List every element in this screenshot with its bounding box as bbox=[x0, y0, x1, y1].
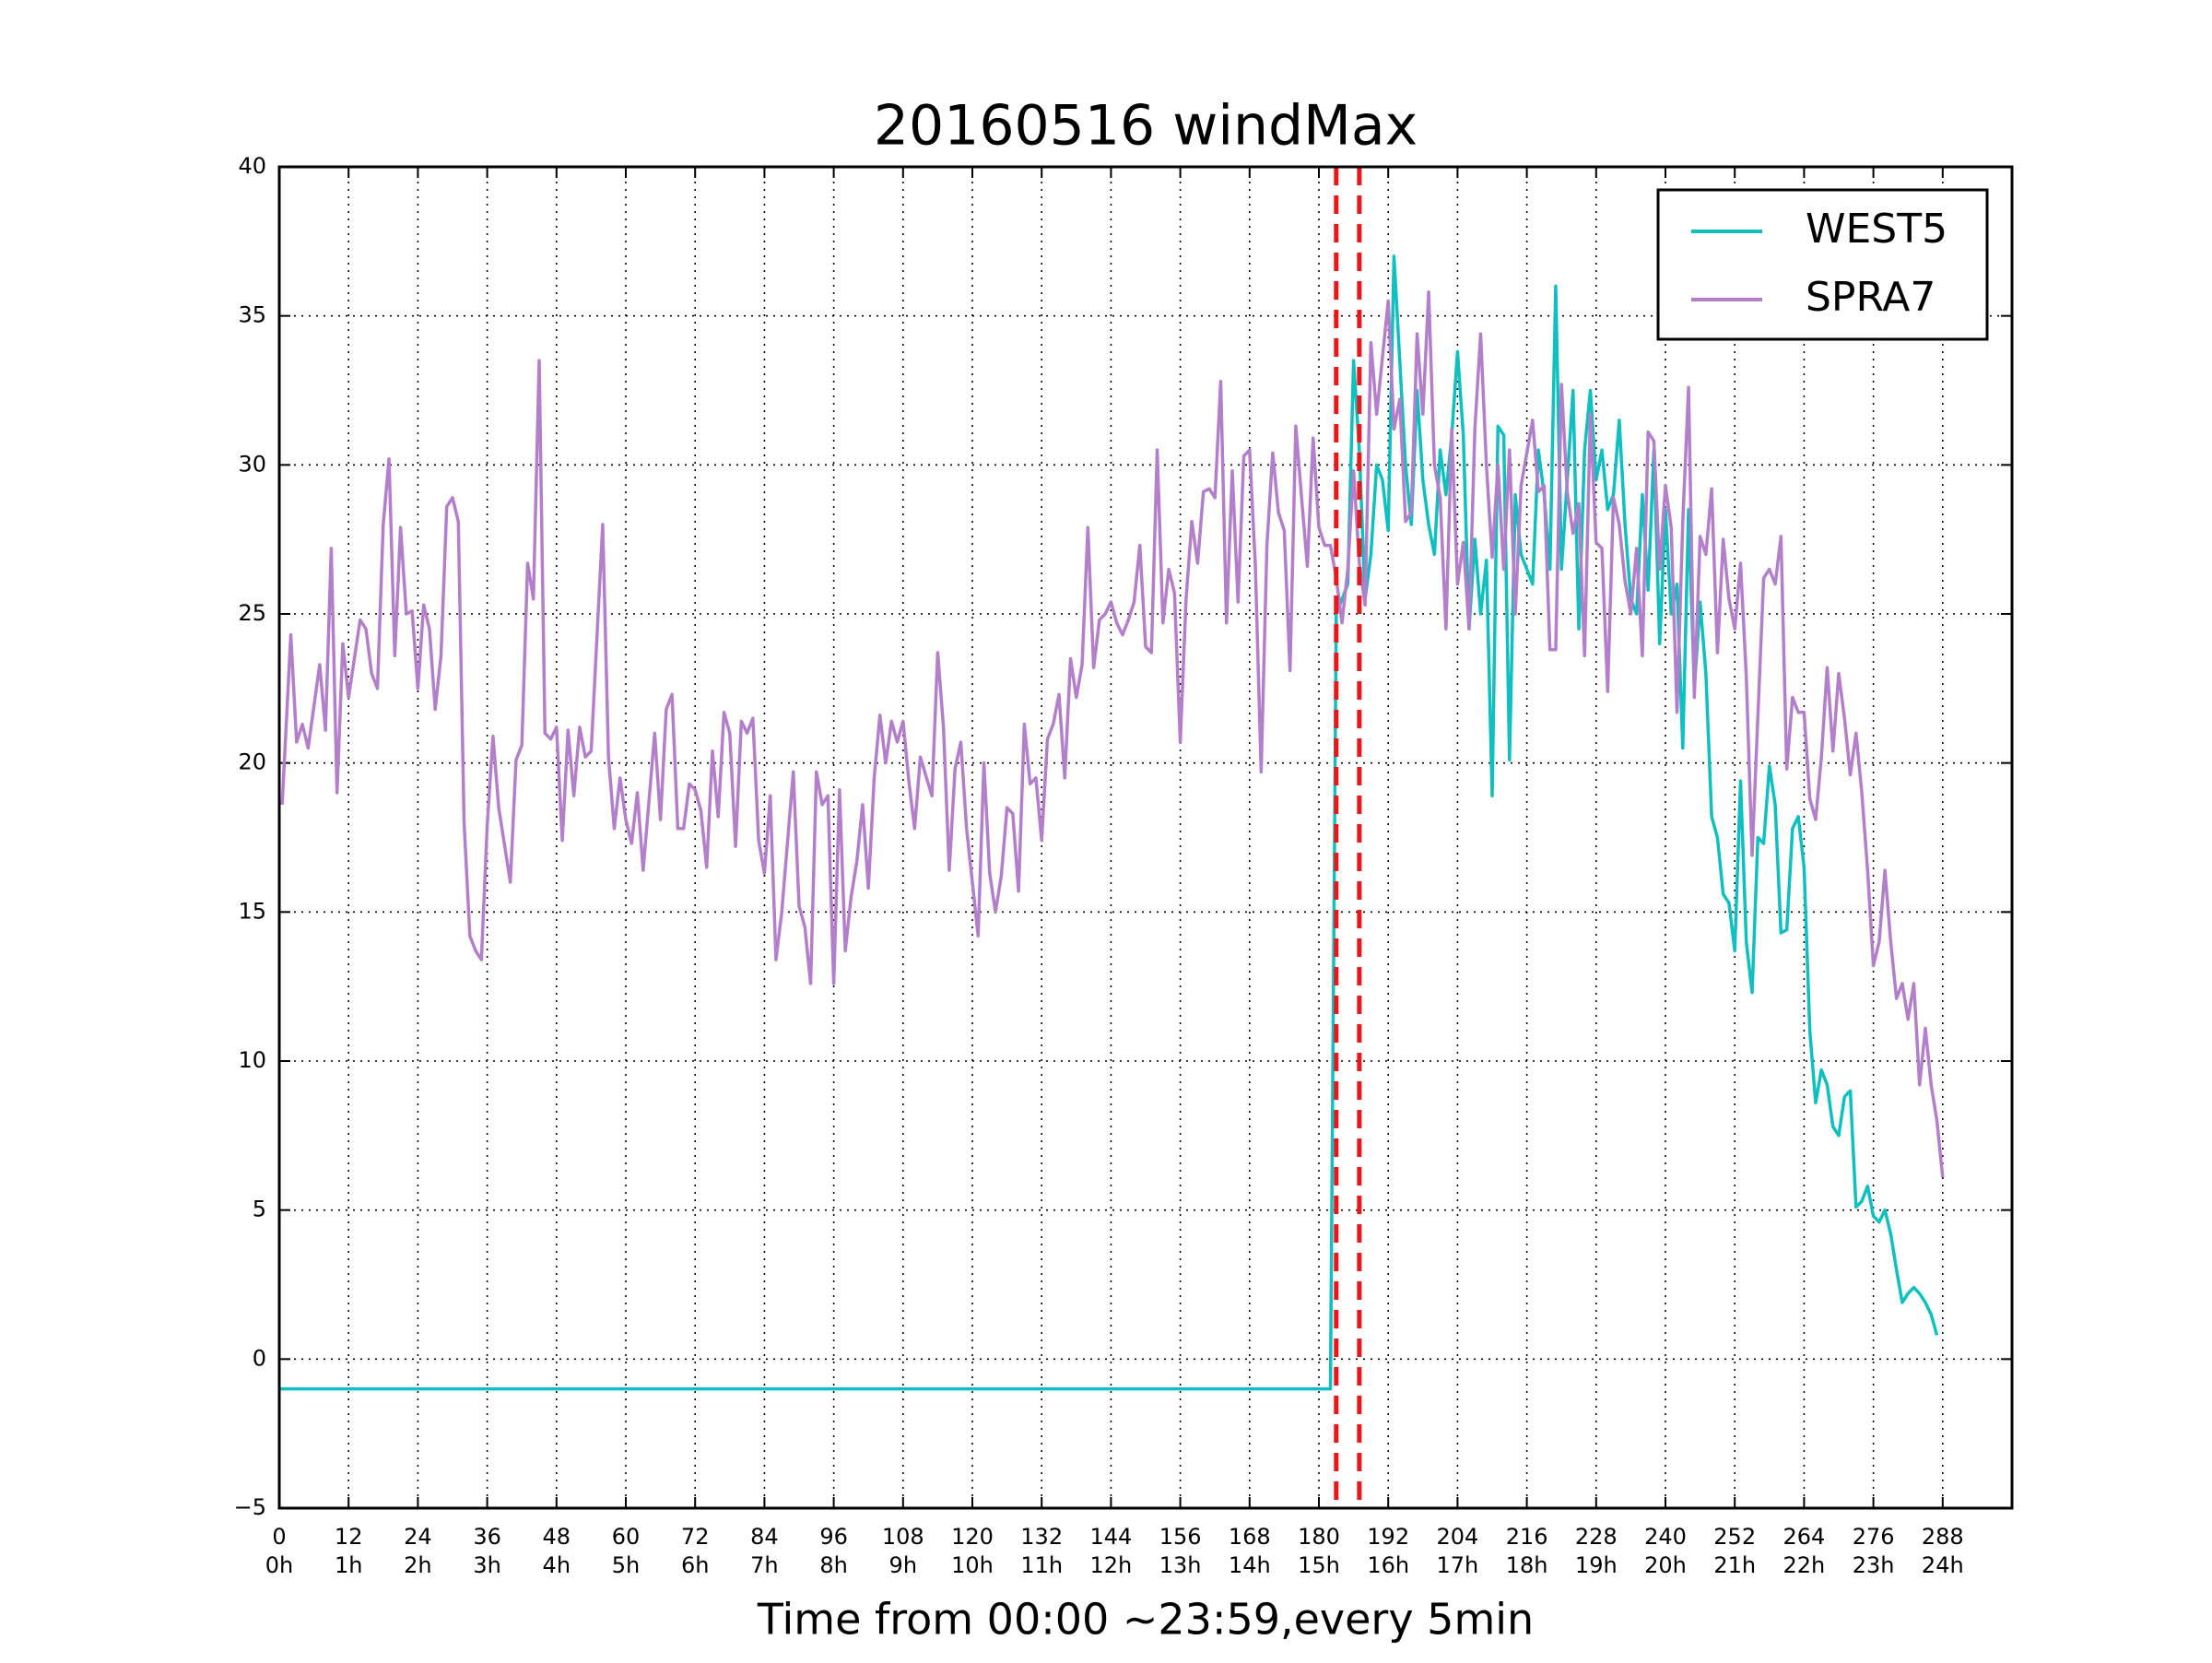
x-tick-hour-label: 19h bbox=[1575, 1552, 1618, 1578]
y-tick-label: 10 bbox=[238, 1047, 266, 1073]
x-tick-hour-label: 24h bbox=[1922, 1552, 1964, 1578]
x-tick-hour-label: 17h bbox=[1437, 1552, 1479, 1578]
x-tick-label: 180 bbox=[1298, 1524, 1340, 1550]
x-tick-hour-label: 1h bbox=[335, 1552, 362, 1578]
x-tick-hour-label: 9h bbox=[889, 1552, 917, 1578]
x-tick-hour-label: 10h bbox=[951, 1552, 994, 1578]
x-tick-label: 276 bbox=[1853, 1524, 1895, 1550]
x-tick-label: 228 bbox=[1575, 1524, 1618, 1550]
x-tick-hour-label: 15h bbox=[1298, 1552, 1340, 1578]
x-tick-hour-label: 11h bbox=[1020, 1552, 1063, 1578]
y-tick-label: 25 bbox=[238, 600, 266, 626]
x-tick-hour-label: 22h bbox=[1783, 1552, 1826, 1578]
x-tick-hour-label: 16h bbox=[1367, 1552, 1409, 1578]
x-tick-label: 144 bbox=[1089, 1524, 1132, 1550]
legend-label: WEST5 bbox=[1806, 206, 1947, 253]
x-tick-hour-label: 13h bbox=[1159, 1552, 1202, 1578]
x-tick-label: 156 bbox=[1159, 1524, 1202, 1550]
x-tick-label: 216 bbox=[1506, 1524, 1548, 1550]
legend-box bbox=[1656, 188, 1989, 341]
y-tick-label: 40 bbox=[238, 153, 266, 179]
x-axis-label: Time from 00:00 ~23:59,every 5min bbox=[757, 1595, 1534, 1645]
x-tick-label: 108 bbox=[882, 1524, 924, 1550]
x-tick-label: 132 bbox=[1020, 1524, 1063, 1550]
y-tick-label: 5 bbox=[253, 1197, 266, 1222]
x-tick-label: 0 bbox=[272, 1524, 286, 1550]
x-tick-hour-label: 8h bbox=[819, 1552, 847, 1578]
data-line bbox=[280, 290, 1945, 1178]
y-tick-label: 0 bbox=[253, 1345, 266, 1371]
x-tick-label: 204 bbox=[1436, 1524, 1478, 1550]
x-tick-label: 120 bbox=[951, 1524, 994, 1550]
x-tick-label: 48 bbox=[543, 1524, 571, 1550]
x-tick-label: 192 bbox=[1367, 1524, 1409, 1550]
y-tick-label: 20 bbox=[238, 749, 266, 775]
x-tick-hour-label: 21h bbox=[1713, 1552, 1756, 1578]
x-tick-label: 72 bbox=[681, 1524, 710, 1550]
y-tick-label: 30 bbox=[238, 451, 266, 477]
x-tick-label: 168 bbox=[1229, 1524, 1271, 1550]
y-tick-label: 15 bbox=[238, 898, 266, 924]
x-tick-hour-label: 5h bbox=[612, 1552, 640, 1578]
x-tick-hour-label: 23h bbox=[1853, 1552, 1895, 1578]
plot-frame bbox=[277, 165, 2014, 1510]
x-tick-label: 60 bbox=[612, 1524, 641, 1550]
x-tick-hour-label: 14h bbox=[1229, 1552, 1271, 1578]
x-tick-hour-label: 4h bbox=[543, 1552, 571, 1578]
x-tick-label: 240 bbox=[1644, 1524, 1687, 1550]
x-tick-label: 288 bbox=[1922, 1524, 1964, 1550]
x-tick-label: 24 bbox=[404, 1524, 432, 1550]
x-tick-hour-label: 3h bbox=[473, 1552, 500, 1578]
x-tick-label: 96 bbox=[819, 1524, 848, 1550]
x-tick-label: 36 bbox=[473, 1524, 501, 1550]
x-tick-hour-label: 2h bbox=[404, 1552, 431, 1578]
x-tick-hour-label: 18h bbox=[1506, 1552, 1548, 1578]
y-tick-label: 35 bbox=[238, 302, 266, 328]
y-tick-label: −5 bbox=[234, 1494, 266, 1520]
x-tick-hour-label: 7h bbox=[750, 1552, 778, 1578]
x-tick-label: 264 bbox=[1783, 1524, 1825, 1550]
chart-title: 20160516 windMax bbox=[874, 94, 1418, 159]
x-tick-hour-label: 12h bbox=[1090, 1552, 1133, 1578]
x-tick-label: 252 bbox=[1713, 1524, 1756, 1550]
x-tick-hour-label: 6h bbox=[681, 1552, 709, 1578]
x-tick-label: 12 bbox=[335, 1524, 363, 1550]
x-tick-label: 84 bbox=[750, 1524, 779, 1550]
x-tick-hour-label: 0h bbox=[265, 1552, 293, 1578]
x-tick-hour-label: 20h bbox=[1644, 1552, 1687, 1578]
legend-label: SPRA7 bbox=[1806, 274, 1936, 321]
